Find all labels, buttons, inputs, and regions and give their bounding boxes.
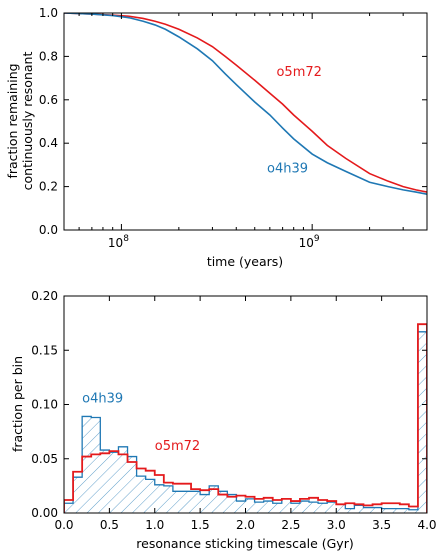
histogram-plot-frame	[63, 295, 428, 514]
histogram-series-hatch-0	[64, 331, 427, 513]
survival-x-axis-label: time (years)	[207, 254, 283, 269]
histogram-x-tick-label: 4.0	[417, 518, 436, 532]
histogram-y-tick-label: 0.10	[31, 398, 58, 412]
histogram-ticks: 0.0 0.5 1.0 1.5 2.0 2.5 3.0 3.5 4.0 0.00 0.05 0.10 0…	[31, 289, 436, 532]
histogram-series-step-1	[64, 323, 427, 513]
survival-y-axis-label-line-2: continuously resonant	[20, 52, 35, 191]
histogram-y-tick-label: 0.00	[31, 506, 58, 520]
survival-y-tick-label: 0.0	[39, 223, 58, 237]
histogram-annotations: o4h39 o5m72	[82, 391, 200, 454]
histogram-y-tick-label: 0.20	[31, 289, 58, 303]
histogram-annotation-label: o4h39	[82, 391, 123, 406]
survival-series-line-0	[64, 13, 427, 193]
histogram-y-axis-label: fraction per bin	[10, 356, 25, 452]
survival-annotation-label: o4h39	[267, 161, 308, 176]
histogram-series-group	[64, 323, 427, 513]
survival-y-tick-label: 0.2	[39, 180, 58, 194]
histogram-x-axis-label: resonance sticking timescale (Gyr)	[136, 536, 353, 551]
survival-series-line-1	[64, 13, 427, 195]
survival-x-tick-label: 109	[299, 234, 320, 250]
histogram-y-tick-label: 0.15	[31, 343, 58, 357]
histogram-series-step-0	[64, 331, 427, 513]
survival-plot-frame	[63, 12, 428, 231]
survival-annotation-label: o5m72	[276, 65, 321, 80]
survival-chart: 0.0 0.2 0.4 0.6 0.8 1.0 108 109 time (years) fr…	[5, 6, 428, 269]
histogram-x-tick-label: 0.0	[54, 518, 73, 532]
survival-annotations: o5m72 o4h39	[267, 65, 322, 177]
survival-series-group	[64, 13, 427, 195]
histogram-annotation-label: o5m72	[155, 439, 200, 454]
survival-y-axis-label-line-1: fraction remaining	[5, 63, 20, 178]
histogram-x-tick-label: 1.5	[191, 518, 210, 532]
survival-ticks: 0.0 0.2 0.4 0.6 0.8 1.0 108 109	[39, 6, 428, 250]
survival-y-tick-label: 0.8	[39, 49, 58, 63]
survival-y-tick-label: 0.4	[39, 136, 58, 150]
histogram-chart: 0.0 0.5 1.0 1.5 2.0 2.5 3.0 3.5 4.0 0.00 0.05 0.10 0…	[10, 289, 437, 551]
survival-y-tick-label: 0.6	[39, 93, 58, 107]
survival-y-tick-label: 1.0	[39, 6, 58, 20]
histogram-x-tick-label: 1.0	[145, 518, 164, 532]
histogram-x-tick-label: 3.0	[327, 518, 346, 532]
histogram-x-tick-label: 2.0	[236, 518, 255, 532]
histogram-x-tick-label: 3.5	[372, 518, 391, 532]
histogram-x-tick-label: 2.5	[281, 518, 300, 532]
survival-x-tick-label: 108	[108, 234, 129, 250]
histogram-x-tick-label: 0.5	[100, 518, 119, 532]
histogram-y-tick-label: 0.05	[31, 452, 58, 466]
